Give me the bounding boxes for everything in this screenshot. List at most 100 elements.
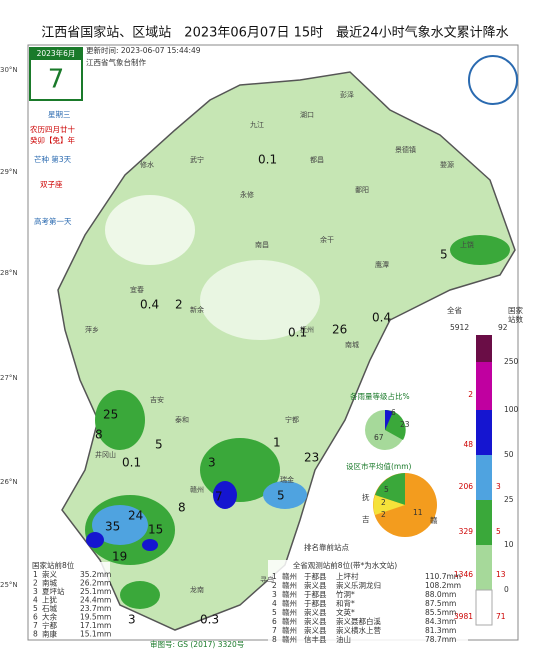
province-cell: 78.7mm: [425, 635, 456, 644]
rain-value: 0.1: [288, 326, 307, 340]
rain-value: 8: [178, 501, 186, 515]
level-pie-slice: [385, 410, 393, 430]
province-title: 全省观测站前8位(带*为水文站): [293, 560, 397, 570]
rain-value: 2: [175, 298, 183, 312]
province-cell: 84.3mm: [425, 617, 456, 626]
legend-level: 100: [504, 405, 519, 414]
city-label: 抚州: [300, 325, 314, 334]
city-label: 湖口: [300, 110, 314, 119]
national-cell: 南城: [42, 578, 57, 588]
province-cell: 85.5mm: [425, 608, 456, 617]
national-count: 5: [496, 527, 501, 536]
city-label: 新余: [190, 305, 204, 314]
national-cell: 17.1mm: [80, 621, 111, 630]
city-label: 景德镇: [395, 145, 416, 154]
national-cell: 2: [33, 579, 38, 588]
latitude: 30°N: [0, 66, 18, 74]
province-cell: 崇义乐洞龙归: [336, 580, 381, 590]
calendar-month: 2023年6月: [37, 48, 76, 58]
city-label: 都昌: [310, 156, 324, 164]
title: 江西省国家站、区域站 2023年06月07日 15时 最近24小时气象水文累计降…: [41, 25, 508, 41]
province-cell: 1: [272, 572, 277, 581]
rain-value: 35: [105, 520, 120, 534]
province-cell: 赣州: [282, 634, 297, 644]
latitude: 28°N: [0, 269, 18, 277]
legend-level: 25: [504, 495, 514, 504]
rain-value: 5: [440, 248, 448, 262]
update-time: 更新时间: 2023-06-07 15:44:49: [86, 45, 201, 55]
province-cell: 崇义聂都白溪: [336, 616, 381, 626]
legend-total: 92: [498, 323, 508, 332]
province-cell: 赣州: [282, 625, 297, 635]
province-cell: 6: [272, 617, 277, 626]
legend-head: 站数: [508, 314, 523, 324]
province-cell: 崇义县: [304, 608, 327, 617]
level-pie-label: 6: [391, 408, 396, 417]
city-label: 永修: [240, 190, 254, 199]
city-label: 婺源: [440, 160, 454, 169]
province-cell: 信丰县: [304, 634, 327, 644]
city-pie-slice: [375, 473, 405, 505]
province-cell: 81.3mm: [425, 626, 456, 635]
province-cell: 文英*: [336, 607, 355, 617]
latitude: 27°N: [0, 374, 18, 382]
national-cell: 3: [33, 587, 38, 596]
national-cell: 宁都: [42, 620, 57, 630]
legend: 全省 国家 站数 5912 92: [447, 305, 523, 626]
province-cell: 108.2mm: [425, 581, 461, 590]
city-pie-label: 2: [381, 498, 386, 507]
calendar-head: [30, 48, 82, 60]
province-cell: 87.5mm: [425, 599, 456, 608]
legend-level: 10: [504, 540, 514, 549]
city-label: 寻乌: [260, 575, 274, 584]
province-cell: 88.0mm: [425, 590, 456, 599]
province-cell: 油山: [336, 634, 351, 644]
province-cell: 7: [272, 626, 277, 635]
province-cell: 崇义县: [304, 617, 327, 626]
rain-value: 0.4: [140, 298, 159, 312]
city-label: 南昌: [255, 240, 269, 249]
province-count: 48: [463, 440, 473, 449]
legend-total: 5912: [450, 323, 469, 332]
province-cell: 赣州: [282, 607, 297, 617]
province-cell: 赣州: [282, 580, 297, 590]
city-label: 南城: [345, 340, 359, 349]
city-pie-label: 2: [381, 510, 386, 519]
rain-value: 26: [332, 323, 347, 337]
national-count: 3: [496, 482, 501, 491]
national-cell: 24.4mm: [80, 596, 111, 605]
city-label: 萍乡: [85, 325, 99, 334]
logo: [468, 55, 518, 105]
rain-value: 23: [304, 451, 319, 465]
province-cell: 赣州: [282, 589, 297, 599]
city-pie-label: 抚: [362, 492, 370, 502]
legend-level: 50: [504, 450, 514, 459]
national-cell: 25.1mm: [80, 587, 111, 596]
rain-value: 15: [148, 523, 163, 537]
province-count: 1346: [454, 570, 473, 579]
maker: 江西省气象台制作: [86, 57, 146, 67]
city-label: 宜春: [130, 285, 144, 294]
rain-value: 5: [155, 438, 163, 452]
rain-value: 0.1: [122, 456, 141, 470]
legend-level: 0: [504, 585, 509, 594]
rain-areas: [85, 195, 510, 609]
national-count: 71: [496, 612, 506, 621]
lunar-year: 癸卯【兔】年: [30, 135, 75, 145]
city-label: 鄱阳: [355, 185, 369, 194]
national-cell: 35.2mm: [80, 570, 111, 579]
lunar: 农历四月廿十: [30, 124, 75, 134]
national-cell: 石城: [42, 604, 57, 613]
weekday: 星期三: [48, 110, 71, 119]
province-cell: 赣州: [282, 616, 297, 626]
city-label: 龙南: [190, 585, 204, 594]
level-pie-title: 各雨量等级占比%: [350, 391, 410, 401]
province-cell: 2: [272, 581, 277, 590]
note: 高考第一天: [34, 216, 72, 226]
national-cell: 1: [33, 570, 38, 579]
national-cell: 7: [33, 621, 38, 630]
rain-value: 1: [273, 436, 281, 450]
rain-value: 0.1: [258, 153, 277, 167]
city-label: 彭泽: [340, 90, 354, 99]
city-label: 泰和: [175, 415, 189, 424]
